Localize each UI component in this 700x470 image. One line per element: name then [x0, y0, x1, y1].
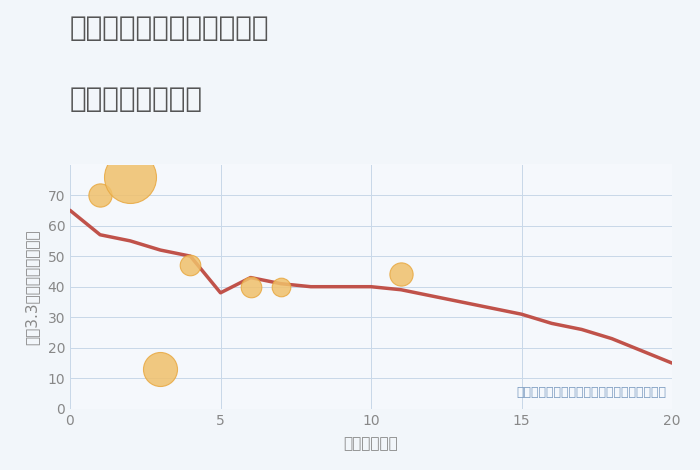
- Text: 円の大きさは、取引のあった物件面積を示す: 円の大きさは、取引のあった物件面積を示す: [516, 386, 666, 399]
- Point: [275, 283, 286, 290]
- Point: [245, 283, 256, 290]
- Point: [155, 366, 166, 373]
- Y-axis label: 坪（3.3㎡）単価（万円）: 坪（3.3㎡）単価（万円）: [25, 229, 39, 345]
- Point: [395, 271, 407, 278]
- Point: [125, 173, 136, 180]
- Point: [94, 191, 106, 199]
- Text: 兵庫県神戸市垂水区平磯の: 兵庫県神戸市垂水区平磯の: [70, 14, 270, 42]
- X-axis label: 駅距離（分）: 駅距離（分）: [344, 436, 398, 451]
- Text: 駅距離別土地価格: 駅距離別土地価格: [70, 85, 203, 113]
- Point: [185, 261, 196, 269]
